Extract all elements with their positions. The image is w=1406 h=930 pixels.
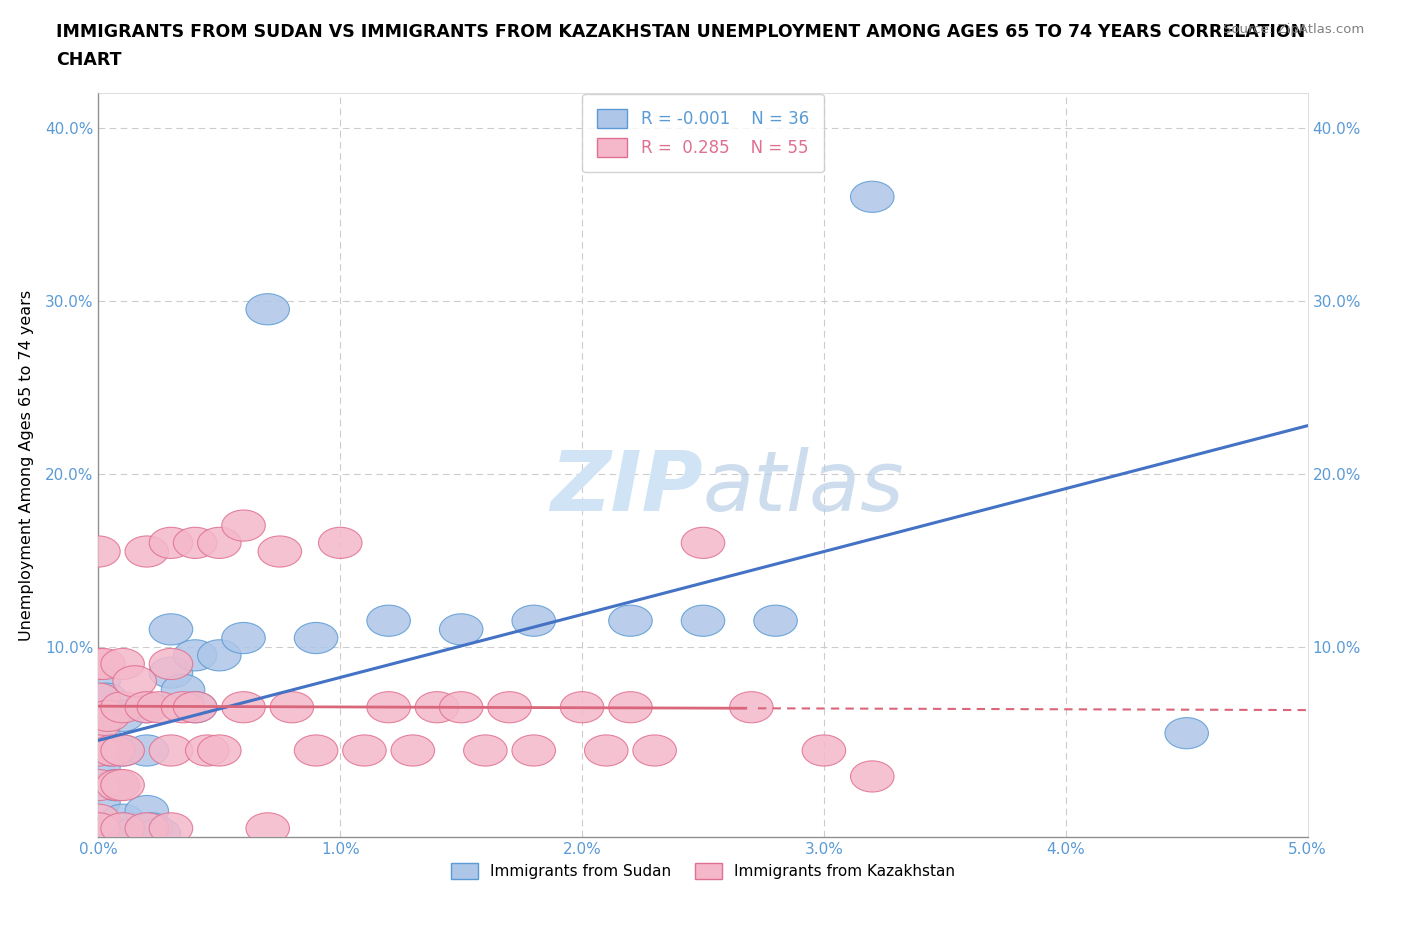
Ellipse shape [246, 294, 290, 325]
Ellipse shape [561, 692, 603, 723]
Ellipse shape [96, 769, 139, 801]
Ellipse shape [125, 692, 169, 723]
Ellipse shape [101, 735, 145, 766]
Ellipse shape [91, 735, 135, 766]
Ellipse shape [77, 666, 120, 697]
Ellipse shape [77, 735, 120, 766]
Ellipse shape [682, 527, 724, 558]
Text: CHART: CHART [56, 51, 122, 69]
Ellipse shape [512, 735, 555, 766]
Ellipse shape [149, 658, 193, 688]
Ellipse shape [319, 527, 361, 558]
Ellipse shape [86, 700, 129, 732]
Ellipse shape [77, 683, 120, 714]
Ellipse shape [198, 640, 240, 671]
Ellipse shape [440, 614, 482, 644]
Ellipse shape [101, 769, 145, 801]
Ellipse shape [222, 622, 266, 654]
Ellipse shape [173, 692, 217, 723]
Ellipse shape [464, 735, 508, 766]
Ellipse shape [149, 648, 193, 680]
Ellipse shape [294, 622, 337, 654]
Ellipse shape [173, 692, 217, 723]
Ellipse shape [129, 813, 173, 844]
Ellipse shape [77, 813, 120, 844]
Ellipse shape [270, 692, 314, 723]
Text: Source: ZipAtlas.com: Source: ZipAtlas.com [1223, 23, 1364, 36]
Ellipse shape [633, 735, 676, 766]
Y-axis label: Unemployment Among Ages 65 to 74 years: Unemployment Among Ages 65 to 74 years [18, 289, 34, 641]
Ellipse shape [77, 709, 120, 740]
Ellipse shape [367, 692, 411, 723]
Ellipse shape [415, 692, 458, 723]
Ellipse shape [101, 735, 145, 766]
Ellipse shape [198, 527, 240, 558]
Ellipse shape [173, 527, 217, 558]
Ellipse shape [730, 692, 773, 723]
Text: atlas: atlas [703, 446, 904, 528]
Ellipse shape [585, 735, 628, 766]
Ellipse shape [105, 813, 149, 844]
Ellipse shape [162, 692, 205, 723]
Ellipse shape [149, 735, 193, 766]
Ellipse shape [138, 818, 180, 849]
Ellipse shape [851, 761, 894, 792]
Ellipse shape [149, 813, 193, 844]
Ellipse shape [101, 813, 145, 844]
Ellipse shape [77, 648, 120, 680]
Ellipse shape [512, 605, 555, 636]
Ellipse shape [367, 605, 411, 636]
Ellipse shape [259, 536, 301, 567]
Ellipse shape [101, 700, 145, 732]
Ellipse shape [84, 683, 128, 714]
Ellipse shape [754, 605, 797, 636]
Ellipse shape [149, 614, 193, 644]
Ellipse shape [77, 821, 120, 853]
Ellipse shape [162, 674, 205, 706]
Ellipse shape [125, 735, 169, 766]
Ellipse shape [294, 735, 337, 766]
Legend: Immigrants from Sudan, Immigrants from Kazakhstan: Immigrants from Sudan, Immigrants from K… [444, 857, 962, 885]
Ellipse shape [222, 692, 266, 723]
Ellipse shape [77, 769, 120, 801]
Ellipse shape [101, 804, 145, 835]
Ellipse shape [186, 735, 229, 766]
Ellipse shape [77, 718, 120, 749]
Ellipse shape [125, 813, 169, 844]
Ellipse shape [125, 692, 169, 723]
Ellipse shape [803, 735, 845, 766]
Ellipse shape [82, 648, 125, 680]
Ellipse shape [198, 735, 240, 766]
Ellipse shape [682, 605, 724, 636]
Ellipse shape [112, 818, 156, 849]
Ellipse shape [125, 795, 169, 827]
Ellipse shape [77, 752, 120, 783]
Ellipse shape [1166, 718, 1208, 749]
Ellipse shape [112, 666, 156, 697]
Ellipse shape [440, 692, 482, 723]
Ellipse shape [101, 692, 145, 723]
Ellipse shape [149, 527, 193, 558]
Ellipse shape [609, 605, 652, 636]
Ellipse shape [488, 692, 531, 723]
Ellipse shape [609, 692, 652, 723]
Ellipse shape [77, 804, 120, 835]
Ellipse shape [77, 787, 120, 818]
Ellipse shape [138, 692, 180, 723]
Ellipse shape [89, 735, 132, 766]
Ellipse shape [94, 769, 138, 801]
Ellipse shape [77, 536, 120, 567]
Ellipse shape [222, 510, 266, 541]
Text: ZIP: ZIP [550, 446, 703, 528]
Text: IMMIGRANTS FROM SUDAN VS IMMIGRANTS FROM KAZAKHSTAN UNEMPLOYMENT AMONG AGES 65 T: IMMIGRANTS FROM SUDAN VS IMMIGRANTS FROM… [56, 23, 1306, 41]
Ellipse shape [173, 640, 217, 671]
Ellipse shape [77, 813, 120, 844]
Ellipse shape [246, 813, 290, 844]
Ellipse shape [851, 181, 894, 212]
Ellipse shape [125, 536, 169, 567]
Ellipse shape [101, 648, 145, 680]
Ellipse shape [391, 735, 434, 766]
Ellipse shape [343, 735, 387, 766]
